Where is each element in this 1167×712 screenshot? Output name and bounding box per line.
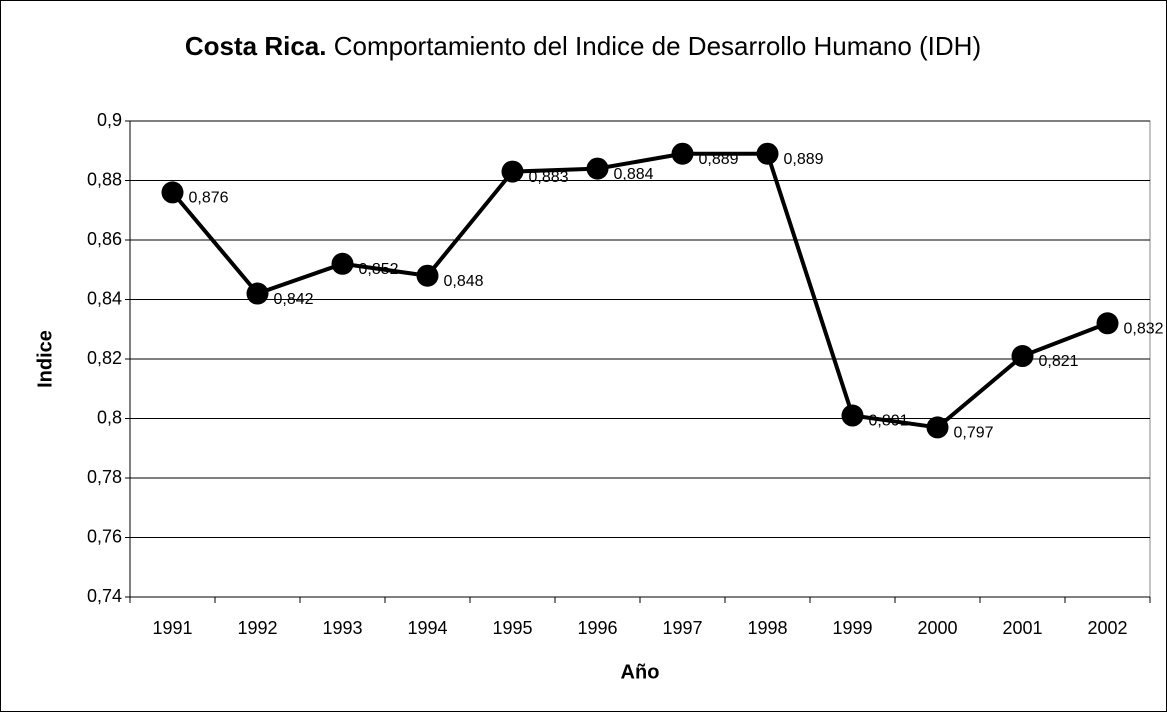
marker	[756, 142, 779, 165]
x-axis-label: Año	[621, 661, 660, 683]
data-label: 0,797	[954, 425, 994, 442]
marker	[161, 181, 184, 204]
data-label: 0,883	[529, 169, 569, 186]
x-tick-label: 1993	[322, 618, 362, 638]
x-tick-label: 1992	[237, 618, 277, 638]
x-tick-label: 1994	[407, 618, 447, 638]
y-tick-label: 0,78	[87, 467, 122, 487]
y-tick-label: 0,76	[87, 526, 122, 546]
x-tick-label: 1999	[832, 618, 872, 638]
chart-title: Costa Rica. Comportamiento del Indice de…	[185, 31, 981, 61]
marker	[841, 404, 864, 427]
y-tick-label: 0,9	[97, 110, 122, 130]
title-bold: Costa Rica.	[185, 31, 327, 61]
data-label: 0,884	[614, 166, 654, 183]
data-label: 0,852	[359, 261, 399, 278]
y-tick-label: 0,8	[97, 407, 122, 427]
data-label: 0,801	[869, 413, 909, 430]
title-rest: Comportamiento del Indice de Desarrollo …	[334, 31, 981, 61]
marker	[1011, 345, 1034, 368]
marker	[246, 282, 269, 305]
marker	[416, 264, 439, 287]
marker	[501, 160, 524, 183]
data-label: 0,821	[1039, 353, 1079, 370]
marker	[1096, 312, 1119, 335]
x-tick-label: 2001	[1002, 618, 1042, 638]
data-label: 0,889	[784, 151, 824, 168]
y-tick-label: 0,74	[87, 586, 122, 606]
data-label: 0,848	[444, 273, 484, 290]
x-tick-label: 1995	[492, 618, 532, 638]
data-label: 0,889	[699, 151, 739, 168]
marker	[926, 416, 949, 439]
x-tick-label: 1997	[662, 618, 702, 638]
marker	[586, 157, 609, 180]
x-tick-label: 1991	[152, 618, 192, 638]
line	[170, 151, 1109, 430]
data-label: 0,876	[189, 190, 229, 207]
marker	[671, 142, 694, 165]
x-tick-label: 2002	[1087, 618, 1127, 638]
marker	[331, 252, 354, 275]
y-tick-label: 0,84	[87, 288, 122, 308]
x-tick-label: 1998	[747, 618, 787, 638]
x-tick-label: 1996	[577, 618, 617, 638]
x-tick-label: 2000	[917, 618, 957, 638]
y-tick-label: 0,88	[87, 169, 122, 189]
y-axis-label: Indice	[34, 330, 56, 388]
y-tick-label: 0,86	[87, 229, 122, 249]
data-label: 0,842	[274, 291, 314, 308]
y-tick-label: 0,82	[87, 348, 122, 368]
data-label: 0,832	[1124, 321, 1164, 338]
